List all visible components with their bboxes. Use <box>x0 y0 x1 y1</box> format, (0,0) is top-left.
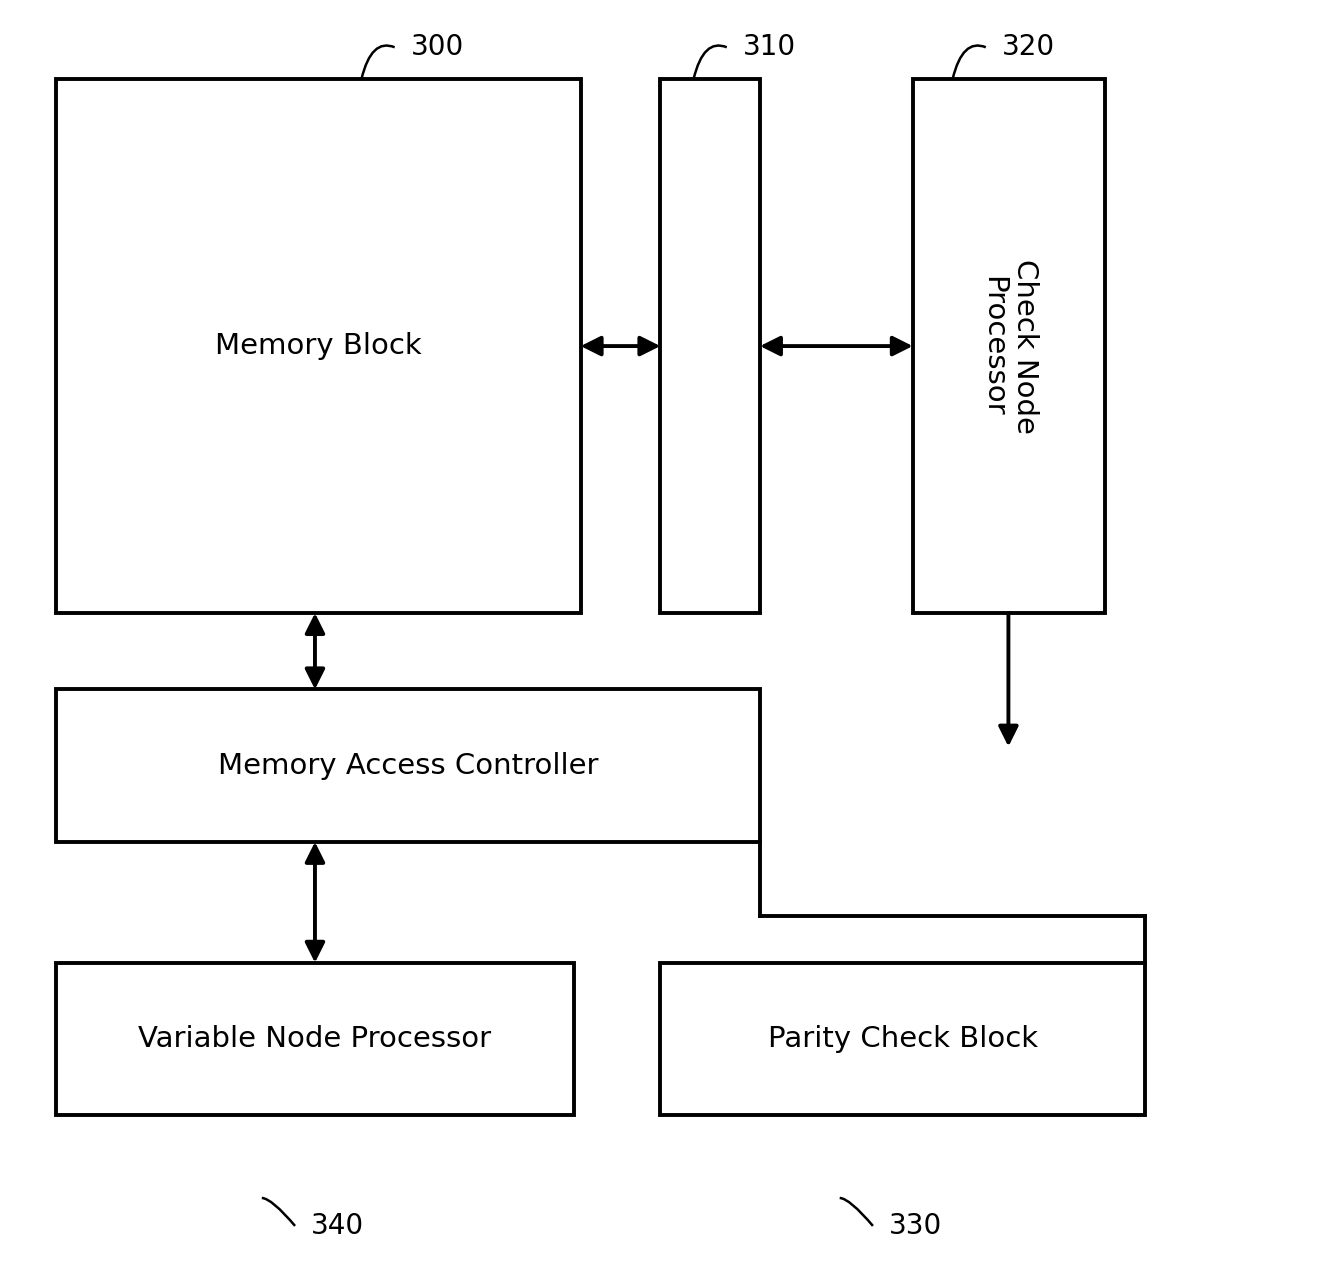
Text: Memory Access Controller: Memory Access Controller <box>217 752 598 780</box>
Text: Memory Block: Memory Block <box>215 332 422 360</box>
FancyBboxPatch shape <box>660 963 1146 1115</box>
Text: 340: 340 <box>311 1212 364 1240</box>
FancyBboxPatch shape <box>56 79 580 613</box>
FancyBboxPatch shape <box>660 79 760 613</box>
FancyBboxPatch shape <box>56 690 760 842</box>
FancyBboxPatch shape <box>912 79 1106 613</box>
Text: Check Node
Processor: Check Node Processor <box>979 259 1039 433</box>
Text: 310: 310 <box>743 33 796 61</box>
Text: Variable Node Processor: Variable Node Processor <box>139 1025 491 1054</box>
Text: Parity Check Block: Parity Check Block <box>768 1025 1038 1054</box>
Text: 320: 320 <box>1002 33 1055 61</box>
FancyBboxPatch shape <box>56 963 574 1115</box>
Text: 330: 330 <box>888 1212 942 1240</box>
Text: 300: 300 <box>411 33 464 61</box>
